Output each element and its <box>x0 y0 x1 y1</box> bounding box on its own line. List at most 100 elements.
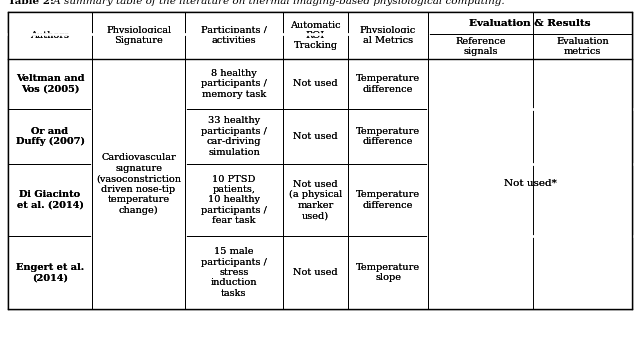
Text: Not used: Not used <box>293 268 338 277</box>
Text: Not used: Not used <box>293 79 338 88</box>
Text: Engert et al.
(2014): Engert et al. (2014) <box>16 263 84 282</box>
Bar <box>185 12 283 34</box>
Bar <box>8 34 92 59</box>
Text: Physiological
Signature: Physiological Signature <box>106 26 171 45</box>
Text: Di Giacinto
et al. (2014): Di Giacinto et al. (2014) <box>17 190 83 210</box>
Bar <box>92 59 185 309</box>
Bar <box>8 12 632 309</box>
Bar <box>428 12 632 34</box>
Bar <box>283 34 348 59</box>
Text: Evaluation
metrics: Evaluation metrics <box>556 37 609 56</box>
Bar <box>8 236 92 309</box>
Text: Not used: Not used <box>293 132 338 141</box>
Bar <box>348 59 428 109</box>
Bar <box>185 236 283 309</box>
Bar <box>428 109 533 164</box>
Text: Or and
Duffy (2007): Or and Duffy (2007) <box>15 127 84 146</box>
Text: Temperature
difference: Temperature difference <box>356 127 420 146</box>
Text: Reference
signals: Reference signals <box>455 37 506 56</box>
Bar <box>428 59 632 309</box>
Bar <box>283 236 348 309</box>
Bar <box>348 12 428 34</box>
Bar <box>533 164 632 236</box>
Text: Physiologic
al Metrics: Physiologic al Metrics <box>360 26 416 45</box>
Text: Evaluation
metrics: Evaluation metrics <box>556 37 609 56</box>
Text: Authors: Authors <box>31 31 70 40</box>
Text: Evaluation & Results: Evaluation & Results <box>469 19 591 28</box>
Text: 33 healthy
participants /
car-driving
simulation: 33 healthy participants / car-driving si… <box>201 116 267 157</box>
Bar <box>8 12 632 34</box>
Text: Evaluation & Results: Evaluation & Results <box>469 19 591 28</box>
Text: Temperature
difference: Temperature difference <box>356 190 420 210</box>
Bar <box>185 109 283 164</box>
Bar <box>428 59 632 309</box>
Text: Table 2:: Table 2: <box>8 0 54 6</box>
Text: Temperature
slope: Temperature slope <box>356 263 420 282</box>
Text: Authors: Authors <box>31 31 70 40</box>
Bar <box>283 109 348 164</box>
Text: Reference
signals: Reference signals <box>455 37 506 56</box>
Bar <box>348 34 428 59</box>
Text: 33 healthy
participants /
car-driving
simulation: 33 healthy participants / car-driving si… <box>201 116 267 157</box>
Text: Not used: Not used <box>293 79 338 88</box>
Text: Temperature
difference: Temperature difference <box>356 74 420 94</box>
Bar <box>428 236 533 309</box>
Text: Veltman and
Vos (2005): Veltman and Vos (2005) <box>16 74 84 94</box>
Text: Not used: Not used <box>293 268 338 277</box>
Bar <box>533 236 632 309</box>
Text: Cardiovascular
signature
(vasoconstriction
driven nose-tip
temperature
change): Cardiovascular signature (vasoconstricti… <box>96 153 181 214</box>
Bar <box>8 109 92 164</box>
Text: Automatic
ROI
Tracking: Automatic ROI Tracking <box>290 21 341 50</box>
Text: Not used*: Not used* <box>504 179 556 189</box>
Text: Veltman and
Vos (2005): Veltman and Vos (2005) <box>16 74 84 94</box>
Text: Participants /
activities: Participants / activities <box>201 26 267 45</box>
Text: Automatic
ROI
Tracking: Automatic ROI Tracking <box>290 21 341 50</box>
Text: Not used
(a physical
marker
used): Not used (a physical marker used) <box>289 180 342 220</box>
Bar <box>8 164 92 236</box>
Bar <box>428 164 533 236</box>
Bar <box>348 109 428 164</box>
Bar <box>92 164 185 236</box>
Text: 8 healthy
participants /
memory task: 8 healthy participants / memory task <box>201 69 267 99</box>
Text: 8 healthy
participants /
memory task: 8 healthy participants / memory task <box>201 69 267 99</box>
Bar <box>92 34 185 59</box>
Bar <box>283 59 348 109</box>
Bar <box>8 12 92 34</box>
Bar <box>533 34 632 59</box>
Bar <box>283 164 348 236</box>
Text: Engert et al.
(2014): Engert et al. (2014) <box>16 263 84 282</box>
Bar <box>92 12 185 34</box>
Text: Temperature
difference: Temperature difference <box>356 190 420 210</box>
Text: Or and
Duffy (2007): Or and Duffy (2007) <box>15 127 84 146</box>
Bar <box>428 12 632 34</box>
Text: 15 male
participants /
stress
induction
tasks: 15 male participants / stress induction … <box>201 247 267 298</box>
Text: Physiologic
al Metrics: Physiologic al Metrics <box>360 26 416 45</box>
Bar <box>92 59 185 109</box>
Bar <box>533 59 632 109</box>
Text: 15 male
participants /
stress
induction
tasks: 15 male participants / stress induction … <box>201 247 267 298</box>
Bar <box>428 34 533 59</box>
Text: 10 PTSD
patients,
10 healthy
participants /
fear task: 10 PTSD patients, 10 healthy participant… <box>201 175 267 225</box>
Bar <box>92 59 185 309</box>
Bar <box>185 34 283 59</box>
Text: Cardiovascular
signature
(vasoconstriction
driven nose-tip
temperature
change): Cardiovascular signature (vasoconstricti… <box>96 153 181 214</box>
Bar <box>348 236 428 309</box>
Bar <box>8 34 632 59</box>
Text: Physiological
Signature: Physiological Signature <box>106 26 171 45</box>
Text: Not used
(a physical
marker
used): Not used (a physical marker used) <box>289 180 342 220</box>
Bar <box>533 109 632 164</box>
Bar <box>92 109 185 164</box>
Text: Not used*: Not used* <box>504 179 556 189</box>
Text: Not used: Not used <box>293 132 338 141</box>
Bar <box>283 12 348 34</box>
Text: Temperature
slope: Temperature slope <box>356 263 420 282</box>
Bar <box>348 164 428 236</box>
Text: Temperature
difference: Temperature difference <box>356 127 420 146</box>
Text: Di Giacinto
et al. (2014): Di Giacinto et al. (2014) <box>17 190 83 210</box>
Text: Temperature
difference: Temperature difference <box>356 74 420 94</box>
Text: A summary table of the literature on thermal imaging-based physiological computi: A summary table of the literature on the… <box>50 0 504 6</box>
Bar <box>428 59 533 109</box>
Bar <box>8 59 92 109</box>
Bar <box>92 236 185 309</box>
Text: Participants /
activities: Participants / activities <box>201 26 267 45</box>
